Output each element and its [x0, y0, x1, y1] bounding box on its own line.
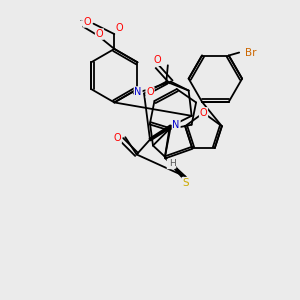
Text: N: N — [134, 87, 142, 97]
Text: O: O — [154, 55, 161, 65]
Text: H: H — [167, 160, 174, 169]
Text: O: O — [96, 29, 103, 39]
Text: methoxy: methoxy — [80, 20, 86, 21]
Text: N: N — [172, 120, 180, 130]
Text: O: O — [200, 108, 207, 118]
Text: S: S — [182, 178, 189, 188]
Text: O: O — [146, 87, 154, 97]
Text: O: O — [113, 133, 121, 143]
Text: O: O — [83, 17, 91, 27]
Text: H: H — [169, 159, 176, 168]
Text: O: O — [116, 22, 124, 32]
Text: Br: Br — [245, 47, 257, 58]
